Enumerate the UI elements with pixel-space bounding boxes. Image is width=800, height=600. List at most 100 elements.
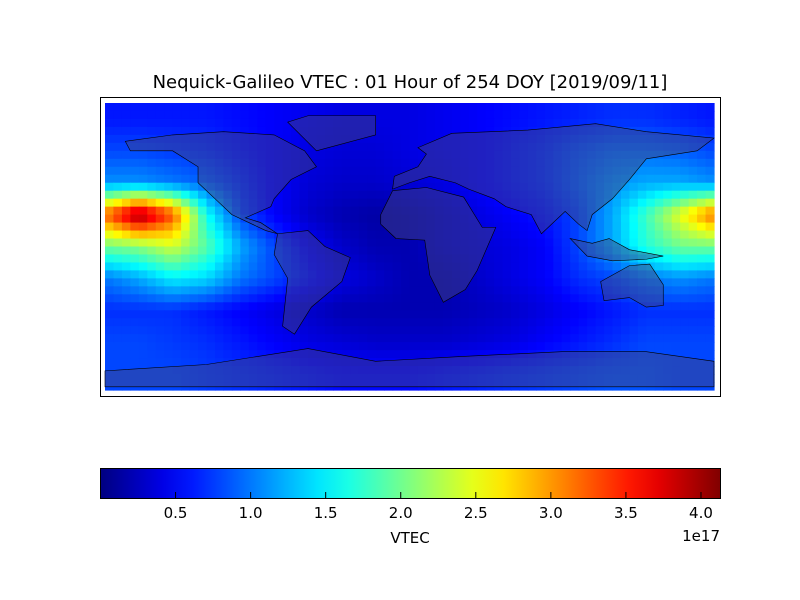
heatmap-cell (527, 262, 537, 272)
heatmap-cell (544, 318, 554, 327)
heatmap-cell (697, 230, 707, 240)
heatmap-cell (214, 302, 225, 311)
heatmap-cell (485, 326, 495, 335)
heatmap-cell (206, 166, 216, 176)
heatmap-cell (155, 270, 165, 279)
heatmap-cell (646, 238, 656, 248)
heatmap-cell (688, 174, 698, 184)
heatmap-cell (214, 103, 225, 112)
heatmap-cell (629, 310, 639, 319)
heatmap-cell (451, 238, 461, 248)
heatmap-cell (544, 302, 554, 311)
heatmap-cell (595, 286, 605, 295)
heatmap-cell (308, 374, 318, 383)
heatmap-cell (417, 214, 428, 224)
heatmap-cell (417, 326, 428, 335)
heatmap-cell (350, 103, 360, 112)
heatmap-cell (536, 382, 546, 391)
heatmap-cell (468, 150, 478, 160)
heatmap-cell (705, 190, 715, 200)
heatmap-cell (409, 254, 419, 264)
heatmap-cell (223, 118, 233, 128)
heatmap-cell (578, 190, 588, 200)
heatmap-cell (155, 182, 165, 192)
heatmap-cell (392, 230, 402, 240)
heatmap-cell (350, 358, 360, 367)
heatmap-cell (527, 103, 537, 112)
heatmap-cell (561, 182, 571, 192)
heatmap-cell (164, 238, 174, 248)
heatmap-cell (155, 118, 165, 128)
heatmap-cell (527, 374, 537, 383)
heatmap-cell (553, 126, 563, 136)
heatmap-cell (646, 366, 656, 375)
heatmap-cell (291, 318, 301, 327)
heatmap-cell (105, 294, 115, 303)
heatmap-cell (231, 134, 241, 144)
heatmap-cell (595, 302, 605, 311)
heatmap-cell (553, 230, 563, 240)
heatmap-cell (299, 294, 309, 303)
heatmap-cell (570, 302, 580, 311)
heatmap-cell (519, 238, 529, 248)
heatmap-cell (426, 382, 436, 391)
heatmap-cell (527, 310, 537, 319)
heatmap-cell (384, 134, 394, 144)
heatmap-cell (172, 182, 182, 192)
heatmap-cell (198, 246, 208, 256)
heatmap-cell (519, 254, 529, 264)
heatmap-cell (223, 366, 233, 375)
heatmap-cell (333, 166, 343, 176)
heatmap-cell (231, 342, 241, 351)
heatmap-cell (350, 278, 360, 287)
heatmap-cell (561, 174, 571, 184)
heatmap-cell (401, 110, 411, 120)
heatmap-cell (291, 230, 301, 240)
heatmap-cell (671, 206, 681, 216)
heatmap-cell (384, 182, 394, 192)
heatmap-cell (477, 382, 487, 391)
heatmap-cell (257, 166, 267, 176)
heatmap-cell (358, 342, 368, 351)
heatmap-cell (443, 342, 453, 351)
heatmap-cell (375, 166, 385, 176)
heatmap-cell (409, 342, 419, 351)
heatmap-cell (485, 126, 495, 136)
heatmap-cell (443, 214, 453, 224)
heatmap-cell (172, 302, 182, 311)
heatmap-cell (291, 334, 301, 343)
heatmap-cell (198, 150, 208, 160)
heatmap-cell (248, 342, 258, 351)
heatmap-cell (570, 262, 580, 272)
heatmap-cell (604, 150, 614, 160)
heatmap-cell (553, 342, 563, 351)
heatmap-cell (375, 206, 385, 216)
heatmap-cell (612, 254, 622, 264)
heatmap-cell (316, 190, 326, 200)
heatmap-cell (181, 366, 191, 375)
heatmap-cell (637, 286, 647, 295)
heatmap-cell (316, 246, 326, 256)
heatmap-cell (121, 238, 131, 248)
heatmap-cell (147, 294, 157, 303)
heatmap-cell (460, 174, 470, 184)
heatmap-cell (451, 374, 461, 383)
heatmap-cell (654, 238, 664, 248)
heatmap-cell (409, 198, 419, 208)
heatmap-cell (291, 366, 301, 375)
heatmap-cell (620, 126, 631, 136)
heatmap-cell (553, 246, 563, 256)
heatmap-cell (384, 198, 394, 208)
heatmap-cell (299, 206, 309, 216)
heatmap-cell (705, 278, 715, 287)
heatmap-cell (527, 278, 537, 287)
heatmap-cell (443, 182, 453, 192)
heatmap-cell (350, 366, 360, 375)
heatmap-cell (570, 198, 580, 208)
heatmap-cell (494, 366, 504, 375)
heatmap-cell (443, 366, 453, 375)
heatmap-cell (426, 198, 436, 208)
heatmap-cell (333, 134, 343, 144)
heatmap-cell (451, 318, 461, 327)
heatmap-cell (536, 246, 546, 256)
